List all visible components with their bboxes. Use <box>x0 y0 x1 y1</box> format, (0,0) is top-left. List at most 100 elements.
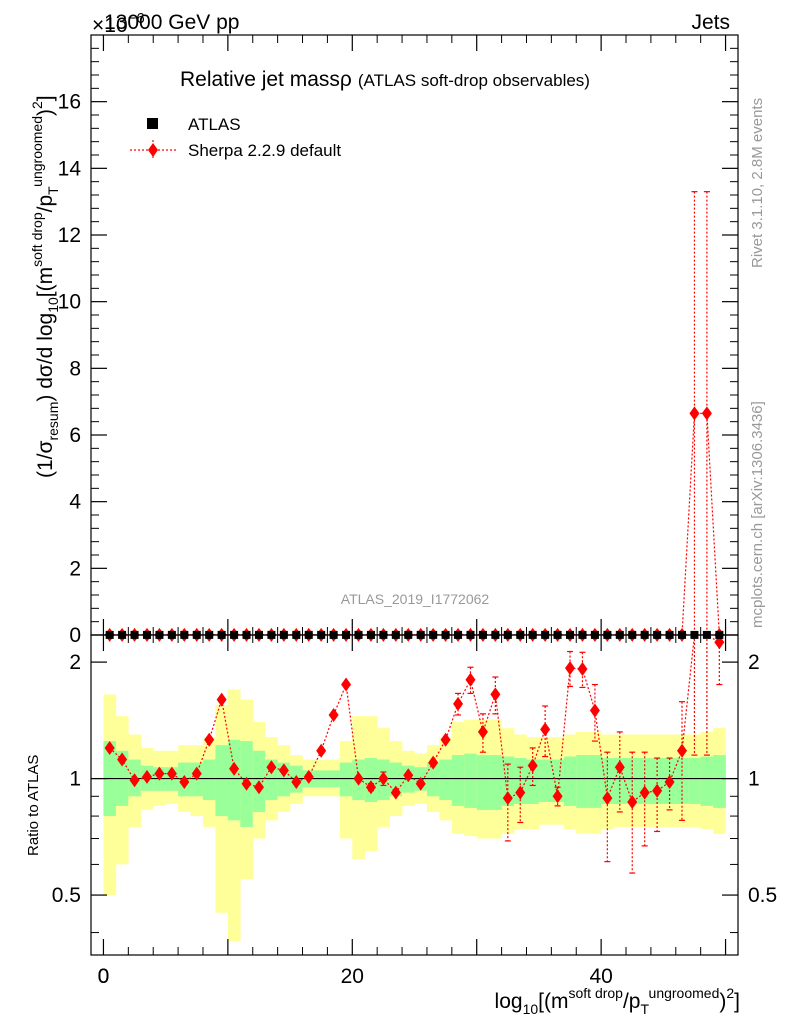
mc-ratio-point <box>303 769 314 784</box>
ratio-panel-frame <box>90 634 739 956</box>
mc-main-point <box>689 406 700 421</box>
mc-ratio-point <box>117 752 128 767</box>
y-tick-label: 16 <box>58 91 81 114</box>
band-inner-bin <box>451 755 465 806</box>
band-inner-bin <box>476 755 490 810</box>
ratio-tick-label-left: 1 <box>69 768 81 791</box>
mc-ratio-point <box>191 766 202 781</box>
mc-ratio-point <box>241 776 252 791</box>
chart-title: Relative jet massρ (ATLAS soft-drop obser… <box>180 68 590 91</box>
band-inner-bin <box>713 755 726 808</box>
band-inner-bin <box>576 755 589 808</box>
mc-ratio-point <box>440 732 451 747</box>
band-inner-bin <box>215 745 229 817</box>
mc-ratio-point <box>365 780 376 795</box>
mc-ratio-point <box>415 776 426 791</box>
x-tick-label: 20 <box>341 965 364 988</box>
rivet-label: Rivet 3.1.10, 2.8M events <box>749 98 766 268</box>
mc-ratio-point <box>129 773 140 788</box>
mc-ratio-point <box>577 661 588 676</box>
ratio-tick-label-right: 2 <box>748 651 760 674</box>
band-inner-bin <box>551 759 565 802</box>
y-tick-label: 4 <box>69 491 81 514</box>
band-inner-bin <box>675 758 689 804</box>
band-inner-bin <box>389 762 403 797</box>
mc-ratio-point <box>477 724 488 739</box>
mc-main-point <box>701 406 712 421</box>
mc-ratio-point <box>141 769 152 784</box>
band-inner-bin <box>538 759 552 802</box>
y-tick-label: 12 <box>58 224 81 247</box>
legend-atlas-marker <box>147 118 158 129</box>
mc-ratio-point <box>278 763 289 778</box>
x-tick-label: 0 <box>98 965 110 988</box>
band-inner-bin <box>688 758 701 804</box>
mc-ratio-point <box>652 783 663 798</box>
legend-mc-label: Sherpa 2.2.9 default <box>188 141 341 160</box>
mc-ratio-point <box>490 687 501 702</box>
mc-ratio-point <box>179 774 190 789</box>
legend: ATLAS Sherpa 2.2.9 default <box>130 115 341 160</box>
mc-ratio-point <box>341 677 352 692</box>
mc-ratio-point <box>266 760 277 775</box>
y-tick-label: 10 <box>58 291 81 314</box>
band-inner-bin <box>202 759 216 801</box>
mc-ratio-point <box>216 692 227 707</box>
mc-ratio-point <box>627 794 638 809</box>
y-tick-label: 6 <box>69 424 81 447</box>
y-tick-label: 8 <box>69 357 81 380</box>
ratio-tick-label-left: 2 <box>69 651 81 674</box>
ratio-tick-label-right: 0.5 <box>748 884 777 907</box>
band-inner-bin <box>700 756 714 806</box>
mc-ratio-point <box>614 760 625 775</box>
mc-ratio-point <box>316 743 327 758</box>
y-tick-label: 2 <box>69 557 81 580</box>
ratio-tick-label-left: 0.5 <box>52 884 81 907</box>
mc-ratio-point <box>428 755 439 770</box>
mc-ratio-point <box>403 768 414 783</box>
legend-mc-marker <box>148 143 158 157</box>
y-tick-label: 0 <box>69 624 81 647</box>
mc-ratio-point <box>639 785 650 800</box>
mc-ratio-point <box>378 771 389 786</box>
x-axis-label: log10[(msoft drop/pTungroomed)2] <box>495 985 740 1017</box>
ratio-tick-label-right: 1 <box>748 768 760 791</box>
mc-ratio-point <box>291 774 302 789</box>
uncertainty-bands <box>91 689 738 942</box>
band-inner-bin <box>563 756 577 806</box>
mc-ratio-point <box>453 696 464 711</box>
multiplier-label: ×10−6 <box>92 10 145 37</box>
mc-ratio-point <box>253 780 264 795</box>
mc-ratio-point <box>527 758 538 773</box>
mc-ratio-point <box>540 722 551 737</box>
y-tick-label: 14 <box>58 157 82 180</box>
mc-ratio-point <box>229 761 240 776</box>
band-inner-bin <box>227 739 241 821</box>
mc-ratio-point <box>390 785 401 800</box>
mc-ratio-point <box>677 743 688 758</box>
mc-ratio-point <box>664 774 675 789</box>
y-axis-label-main: (1/σresum) dσ/d log10[(msoft drop/pTungr… <box>29 95 61 478</box>
mc-ratio-point <box>515 785 526 800</box>
mc-ratio-point <box>465 672 476 687</box>
process-label: Jets <box>691 11 730 34</box>
axis-ticks <box>91 35 738 955</box>
band-inner-bin <box>464 753 478 808</box>
legend-atlas-label: ATLAS <box>188 115 241 134</box>
band-inner-bin <box>426 762 440 797</box>
mc-ratio-point <box>552 789 563 804</box>
mc-ratio-point <box>502 791 513 806</box>
energy-label: 13000 GeV pp <box>104 11 239 34</box>
y-axis-label-ratio: Ratio to ATLAS <box>25 755 42 856</box>
mc-ratio-point <box>602 791 613 806</box>
mc-ratio-point <box>166 766 177 781</box>
x-tick-label: 0 <box>98 965 110 988</box>
mc-ratio-point <box>154 766 165 781</box>
mc-ratio-line <box>109 634 720 803</box>
x-tick-label: 40 <box>589 965 612 988</box>
band-inner-bin <box>364 758 378 802</box>
band-inner-bin <box>489 755 502 810</box>
mc-ratio-point <box>353 771 364 786</box>
mc-ratio-point <box>328 707 339 722</box>
